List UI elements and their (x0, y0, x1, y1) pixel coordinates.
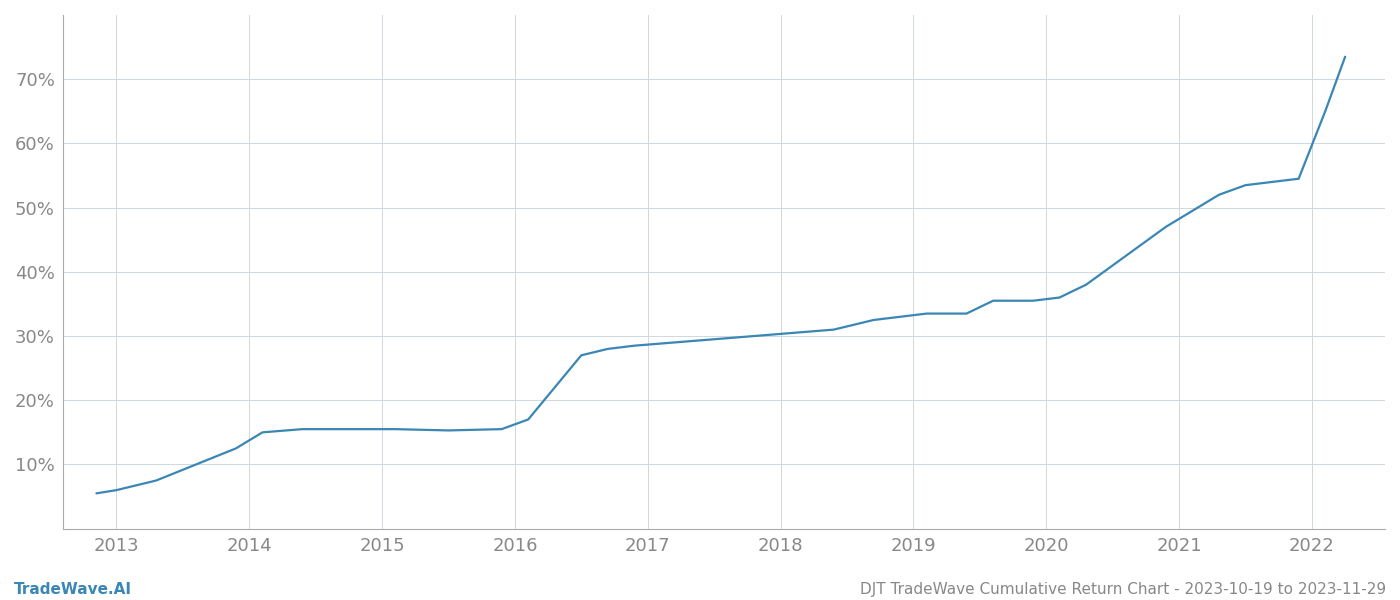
Text: TradeWave.AI: TradeWave.AI (14, 582, 132, 597)
Text: DJT TradeWave Cumulative Return Chart - 2023-10-19 to 2023-11-29: DJT TradeWave Cumulative Return Chart - … (860, 582, 1386, 597)
